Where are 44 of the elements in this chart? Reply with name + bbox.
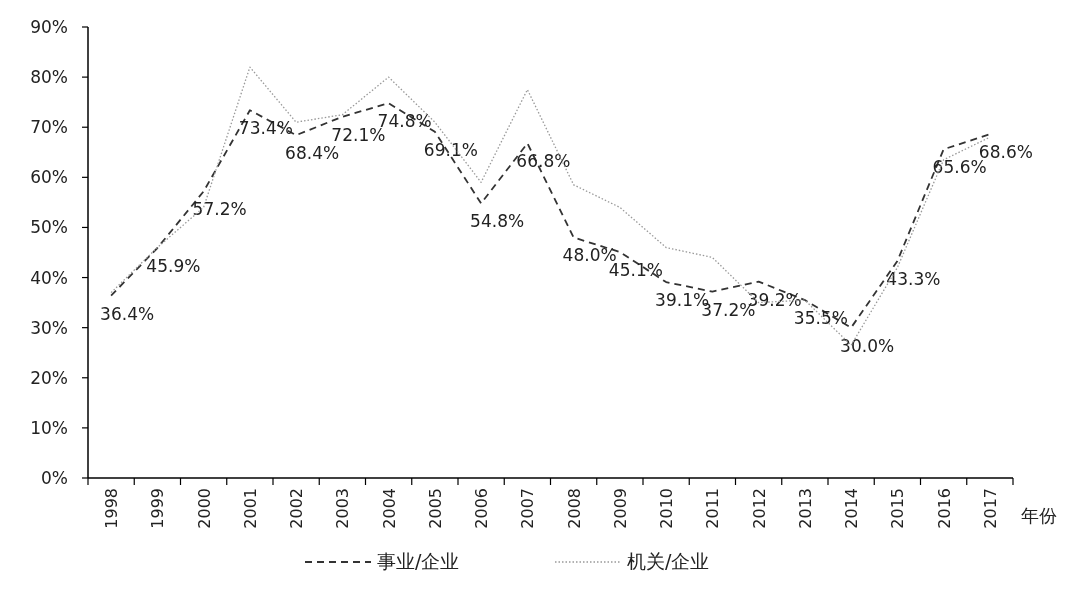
y-tick-label: 80% xyxy=(30,67,68,88)
y-tick-label: 50% xyxy=(30,217,68,238)
y-tick-label: 90% xyxy=(30,17,68,37)
x-tick-label: 2013 xyxy=(795,488,815,529)
x-axis-title: 年份 xyxy=(1021,505,1057,526)
data-label: 35.5% xyxy=(793,308,848,329)
y-tick-label: 10% xyxy=(30,417,68,438)
x-tick-label: 2002 xyxy=(287,488,307,529)
y-tick-label: 30% xyxy=(30,317,68,338)
data-label: 36.4% xyxy=(100,303,155,324)
x-tick-label: 2001 xyxy=(240,488,260,529)
x-tick-label: 2009 xyxy=(610,488,630,529)
x-tick-label: 1999 xyxy=(148,488,168,529)
x-tick-label: 2016 xyxy=(934,488,954,529)
data-label: 57.2% xyxy=(192,199,247,220)
x-tick-label: 2007 xyxy=(518,488,538,529)
data-label: 45.9% xyxy=(146,255,201,276)
legend-label: 机关/企业 xyxy=(627,550,710,572)
x-tick-label: 2014 xyxy=(842,488,862,529)
data-label: 30.0% xyxy=(840,335,895,356)
x-tick-label: 2008 xyxy=(564,488,584,529)
x-tick-label: 2010 xyxy=(657,488,677,529)
x-tick-label: 2012 xyxy=(749,488,769,529)
legend-label: 事业/企业 xyxy=(377,550,460,572)
x-tick-label: 2017 xyxy=(980,488,1000,529)
x-tick-label: 2011 xyxy=(703,488,723,529)
x-tick-label: 2000 xyxy=(194,488,214,529)
x-tick-label: 2003 xyxy=(333,488,353,529)
x-tick-label: 2015 xyxy=(888,488,908,529)
data-label: 68.4% xyxy=(285,143,340,164)
data-label: 73.4% xyxy=(238,118,293,139)
y-tick-label: 20% xyxy=(30,367,68,388)
data-label: 69.1% xyxy=(423,139,478,160)
data-label: 54.8% xyxy=(470,211,525,232)
data-label: 66.8% xyxy=(516,151,571,172)
y-tick-label: 70% xyxy=(30,117,68,138)
y-tick-label: 60% xyxy=(30,167,68,188)
x-tick-label: 1998 xyxy=(102,488,122,529)
y-tick-label: 40% xyxy=(30,267,68,288)
x-tick-label: 2006 xyxy=(472,488,492,529)
data-label: 43.3% xyxy=(886,269,941,290)
x-tick-label: 2004 xyxy=(379,488,399,529)
x-tick-label: 2005 xyxy=(425,488,445,529)
y-tick-label: 0% xyxy=(41,468,68,488)
